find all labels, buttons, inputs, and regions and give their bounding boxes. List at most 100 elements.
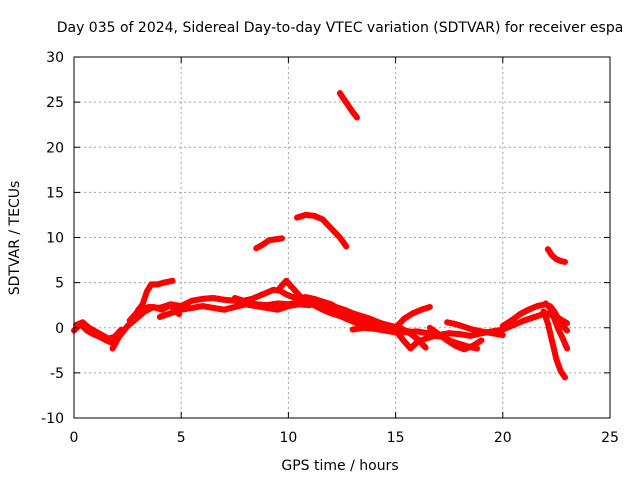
- data-point: [264, 290, 270, 295]
- data-point: [266, 238, 272, 243]
- data-point: [564, 321, 570, 326]
- data-point: [556, 316, 561, 321]
- data-point: [271, 287, 276, 292]
- data-point: [444, 338, 450, 343]
- x-tick-label: 20: [494, 430, 512, 446]
- data-point: [168, 311, 173, 316]
- data-point: [277, 285, 282, 291]
- data-point: [294, 215, 300, 220]
- data-point: [393, 325, 398, 330]
- data-point: [211, 305, 216, 311]
- data-point: [275, 307, 280, 312]
- data-point: [556, 327, 561, 332]
- data-point: [414, 329, 420, 334]
- data-point: [144, 289, 150, 294]
- data-point: [479, 329, 484, 334]
- data-point: [350, 327, 355, 332]
- data-point: [549, 339, 555, 344]
- data-point: [552, 309, 557, 314]
- x-tick-label: 0: [70, 430, 79, 446]
- data-point: [554, 357, 559, 362]
- data-point: [354, 315, 360, 320]
- data-point: [522, 318, 527, 323]
- data-point: [211, 295, 216, 301]
- series-edge-arc-9: [296, 294, 427, 347]
- series-edge-arc-15: [501, 305, 547, 329]
- data-point: [363, 318, 368, 323]
- data-point: [543, 301, 548, 306]
- series-edge-arc-2: [75, 323, 123, 342]
- data-point: [99, 332, 105, 338]
- data-point: [296, 302, 302, 307]
- data-point: [346, 312, 351, 317]
- data-point: [425, 331, 430, 336]
- data-point: [170, 278, 175, 283]
- data-point: [303, 212, 308, 218]
- data-point: [549, 253, 555, 258]
- data-point: [329, 226, 334, 231]
- data-point: [354, 321, 360, 326]
- data-point: [562, 375, 568, 380]
- data-point: [509, 318, 514, 323]
- data-point: [320, 307, 325, 312]
- data-point: [558, 258, 563, 264]
- data-point: [534, 303, 540, 309]
- data-point: [161, 280, 167, 285]
- data-point: [337, 90, 343, 96]
- data-point: [500, 332, 505, 338]
- data-point: [329, 311, 334, 316]
- data-point: [284, 292, 289, 297]
- data-point: [423, 345, 428, 350]
- data-point: [311, 303, 317, 308]
- data-point: [547, 303, 553, 309]
- data-point: [346, 103, 351, 108]
- data-point: [423, 336, 428, 341]
- data-point: [372, 320, 377, 325]
- data-point: [179, 307, 184, 312]
- data-point: [489, 331, 495, 336]
- data-point: [457, 331, 463, 337]
- data-point: [470, 343, 475, 348]
- data-point: [404, 330, 409, 335]
- data-point: [444, 320, 450, 325]
- y-tick-label: 0: [55, 321, 64, 337]
- data-point: [354, 115, 360, 120]
- y-tick-label: 10: [46, 231, 64, 247]
- data-point: [264, 305, 270, 311]
- data-point: [155, 282, 160, 287]
- data-point: [303, 294, 308, 300]
- data-point: [479, 338, 484, 343]
- data-point: [80, 320, 85, 325]
- data-point: [290, 285, 295, 291]
- data-point: [380, 321, 385, 327]
- data-point: [410, 311, 415, 316]
- data-point: [189, 305, 195, 311]
- x-axis-label: GPS time / hours: [281, 458, 398, 474]
- data-point: [279, 236, 285, 241]
- data-point: [419, 307, 424, 312]
- data-point: [389, 324, 394, 329]
- x-tick-label: 15: [387, 430, 405, 446]
- data-point: [564, 328, 570, 333]
- data-point: [311, 213, 317, 218]
- data-point: [86, 325, 92, 330]
- data-point: [189, 298, 195, 303]
- data-point: [346, 317, 351, 322]
- data-point: [286, 303, 291, 309]
- x-tick-label: 25: [601, 430, 619, 446]
- data-point: [232, 304, 237, 310]
- data-point: [427, 325, 433, 330]
- data-point: [408, 346, 413, 351]
- data-point: [146, 304, 152, 310]
- data-point: [554, 257, 559, 262]
- data-point: [361, 325, 366, 330]
- data-point: [116, 334, 122, 339]
- data-point: [337, 307, 343, 312]
- data-point: [157, 314, 162, 320]
- data-point: [468, 333, 473, 339]
- data-point: [241, 298, 246, 303]
- data-point: [249, 296, 255, 302]
- y-tick-label: -10: [41, 411, 64, 427]
- data-point: [136, 307, 141, 312]
